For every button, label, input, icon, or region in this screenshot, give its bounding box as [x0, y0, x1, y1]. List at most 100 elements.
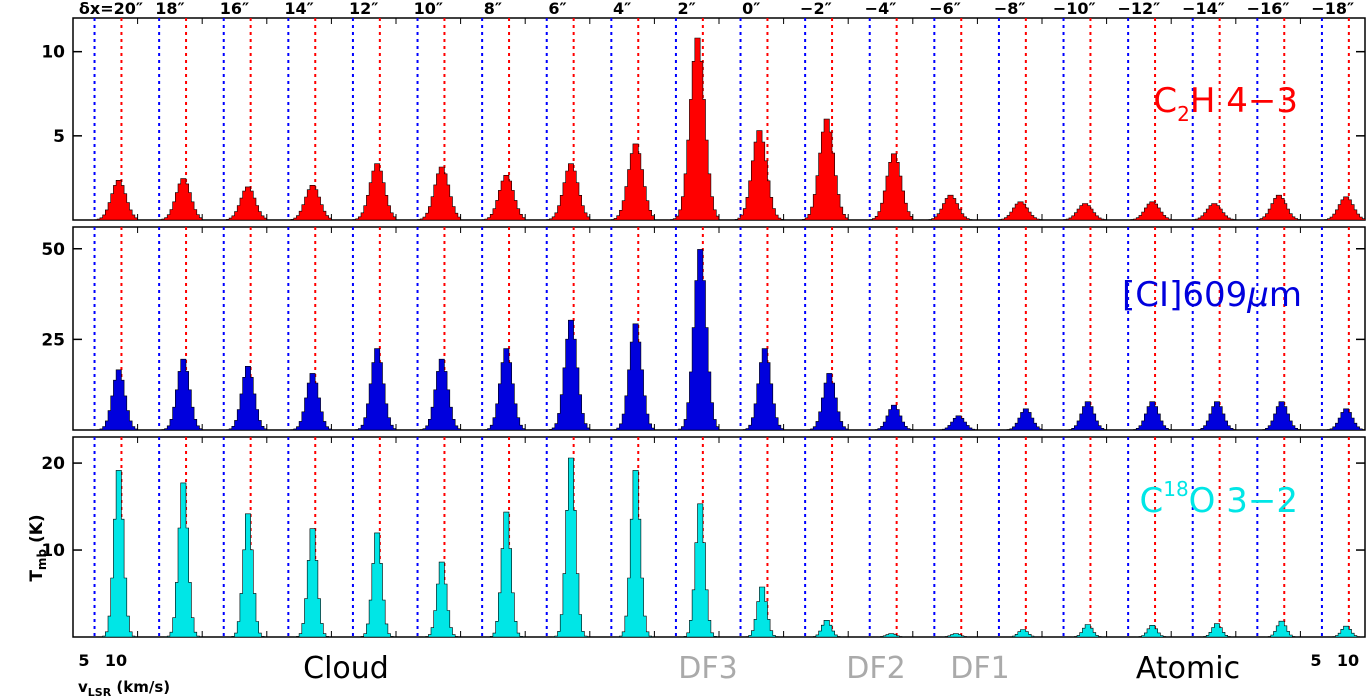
offset-label: δx=20″ [79, 0, 143, 18]
spectrum-mark [654, 249, 720, 431]
spectrum-mark [977, 201, 1043, 221]
y-tick-label: 5 [53, 127, 65, 147]
x-tick-label-right-5: 5 [1310, 651, 1321, 670]
offset-label: −4″ [865, 0, 897, 18]
offset-label: 4″ [613, 0, 631, 18]
spectrum-mark [1171, 623, 1236, 638]
spectrum-mark [977, 408, 1043, 431]
spectrum-mark [912, 415, 978, 431]
offset-label: 16″ [220, 0, 249, 18]
spectrum-mark [589, 323, 655, 431]
spectrum-mark [977, 629, 1042, 638]
offset-labels: δx=20″ 18″ 16″ 14″ 12″ 10″ 8″ 6″ 4″ 2″ 0″ −2″ −4″ −6″… [79, 0, 1354, 18]
region-label-df1: DF1 [950, 651, 1009, 686]
offset-label: 10″ [414, 0, 443, 18]
spectrum-mark [525, 319, 591, 431]
axis-ticks [73, 18, 1365, 637]
spectrum-mark [460, 511, 526, 638]
offset-label: −2″ [800, 0, 832, 18]
species-label-c2h: C2H 4−3 [1153, 81, 1298, 126]
offset-label: 12″ [349, 0, 378, 18]
spectrum-mark [654, 37, 720, 221]
spectrum-mark [137, 358, 203, 431]
spectrum-mark [783, 620, 849, 638]
spectrum-mark [266, 528, 332, 638]
offset-label: −10″ [1053, 0, 1096, 18]
y-tick-label: 10 [41, 43, 65, 63]
spectrum-mark [912, 194, 978, 221]
offset-label: −16″ [1247, 0, 1290, 18]
y-tick-label: 20 [41, 454, 65, 474]
offset-label: −18″ [1311, 0, 1354, 18]
spectrum-mark [460, 348, 526, 431]
spectrum-mark [654, 503, 720, 638]
spectrum-mark [1171, 203, 1237, 221]
spectrum-mark [848, 153, 914, 221]
spectrum-mark [1042, 401, 1107, 431]
spectrum-mark [589, 470, 655, 638]
spectrum-mark [848, 404, 914, 431]
species-label-c18o: C18O 3−2 [1139, 477, 1298, 521]
spectrum-mark [1042, 624, 1107, 638]
offset-label: −12″ [1117, 0, 1160, 18]
x-axis-title: vLSR (km/s) [78, 678, 170, 699]
offset-label: 14″ [284, 0, 313, 18]
spectrum-mark [202, 513, 268, 638]
spectrum-mark [1235, 620, 1301, 638]
spectrum-mark [331, 163, 397, 221]
offset-label: 0″ [742, 0, 760, 18]
spectrum-mark [1106, 401, 1172, 431]
spectrum-mark [396, 166, 461, 221]
spectrum-mark [1042, 203, 1107, 221]
y-axis-title: Tmb (K) [27, 514, 49, 581]
spectrum-mark [137, 178, 203, 221]
spectrum-mark [1235, 401, 1301, 431]
spectrum-mark [73, 180, 138, 221]
spectrum-mark [331, 532, 397, 638]
spectrum-mark [783, 118, 849, 221]
spectrum-mark [73, 369, 138, 431]
x-tick-label-left-5: 5 [78, 651, 89, 670]
spectrum-mark [137, 482, 203, 638]
region-label-atomic: Atomic [1136, 651, 1240, 686]
panel-frame [72, 226, 1366, 431]
spectrum-mark [1300, 196, 1366, 221]
spectra-marks [73, 37, 1366, 638]
spectrum-mark [525, 457, 591, 638]
spectrum-mark [1106, 625, 1172, 638]
spectrum-mark [719, 130, 784, 221]
offset-label: −14″ [1182, 0, 1225, 18]
x-tick-label-left-10: 10 [105, 651, 127, 670]
offset-label: 18″ [155, 0, 184, 18]
offset-label: 2″ [678, 0, 696, 18]
spectrum-mark [1106, 201, 1172, 221]
spectrum-mark [202, 186, 268, 221]
spectrum-mark [719, 348, 784, 431]
offset-label: 6″ [548, 0, 566, 18]
offset-label: −8″ [994, 0, 1026, 18]
spectrum-mark [589, 143, 655, 221]
x-tick-label-right-10: 10 [1337, 651, 1359, 670]
spectrum-mark [1300, 408, 1366, 431]
offset-label: −6″ [929, 0, 961, 18]
spectrum-mark [460, 175, 526, 221]
spectrum-mark [202, 366, 268, 431]
region-label-df3: DF3 [678, 651, 737, 686]
spectrum-mark [912, 633, 978, 638]
spectrum-mark [1171, 401, 1237, 431]
spectrum-mark [1235, 194, 1301, 221]
y-tick-label: 25 [41, 330, 65, 350]
spectrum-mark [396, 358, 461, 431]
spectrum-mark [848, 633, 913, 638]
spectrum-mark [73, 470, 138, 638]
y-tick-label: 10 [41, 541, 65, 561]
region-label-cloud: Cloud [303, 651, 389, 686]
region-label-df2: DF2 [846, 651, 905, 686]
spectrum-mark [1300, 625, 1365, 638]
spectrum-mark [719, 586, 784, 638]
spectrum-mark [266, 373, 332, 431]
spectrum-mark [266, 185, 332, 221]
y-tick-label: 50 [41, 240, 65, 260]
panel-frame [72, 436, 1366, 638]
